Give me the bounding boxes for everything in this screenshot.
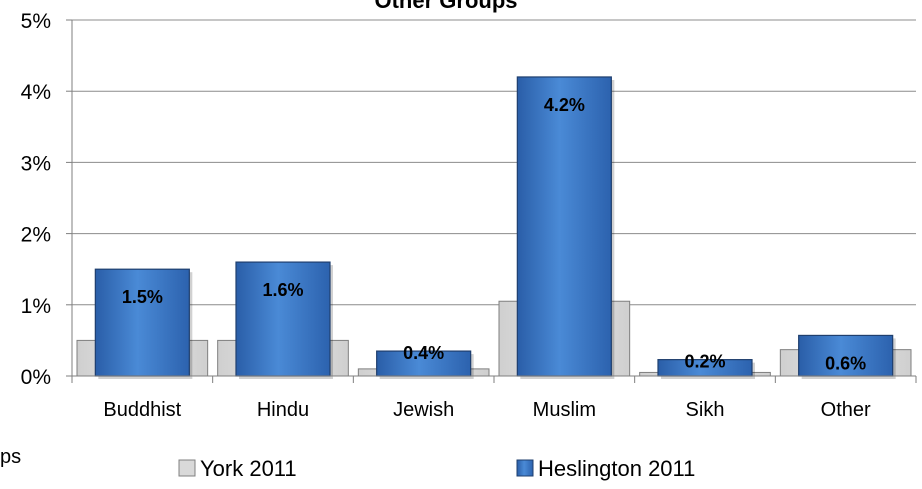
y-tick-label: 2% [21,224,51,247]
legend-label-york: York 2011 [200,456,297,481]
data-label: 1.6% [262,280,303,300]
bar-heslington [94,268,190,377]
x-tick-label: Buddhist [103,399,181,421]
gridlines [72,19,916,306]
legend-swatch-york [178,459,196,477]
legend-swatch-heslington [516,459,534,477]
data-label: 0.2% [684,352,725,372]
data-label: 0.6% [825,353,866,373]
bar-heslington [798,334,894,377]
x-tick-label: Jewish [393,399,454,421]
york-series [76,300,912,377]
chart-title: Other Groups [374,0,517,13]
data-labels: 1.5% 1.6% 0.4% 4.2% 0.2% 0.6% [122,95,866,373]
heslington-series [94,76,896,380]
legend-label-heslington: Heslington 2011 [538,456,695,481]
x-tick-label: Muslim [533,399,596,421]
y-tick-label: 5% [21,10,51,33]
bar-heslington [235,261,331,377]
axes [66,19,917,383]
y-tick-labels: 0% 1% 2% 3% 4% 5% [21,10,51,389]
y-tick-label: 1% [21,295,51,318]
x-tick-labels: Buddhist Hindu Jewish Muslim Sikh Other [103,399,871,421]
clipped-text: ps [0,446,21,468]
legend: York 2011 Heslington 2011 [178,456,695,481]
data-label: 0.4% [403,343,444,363]
data-label: 1.5% [122,287,163,307]
y-tick-label: 0% [21,366,51,389]
x-tick-label: Hindu [257,399,309,421]
y-tick-label: 4% [21,81,51,104]
x-tick-label: Sikh [686,399,725,421]
bar-heslington [516,76,612,377]
x-tick-label: Other [821,399,871,421]
bar-heslington [376,350,472,377]
y-tick-label: 3% [21,152,51,175]
data-label: 4.2% [544,95,585,115]
